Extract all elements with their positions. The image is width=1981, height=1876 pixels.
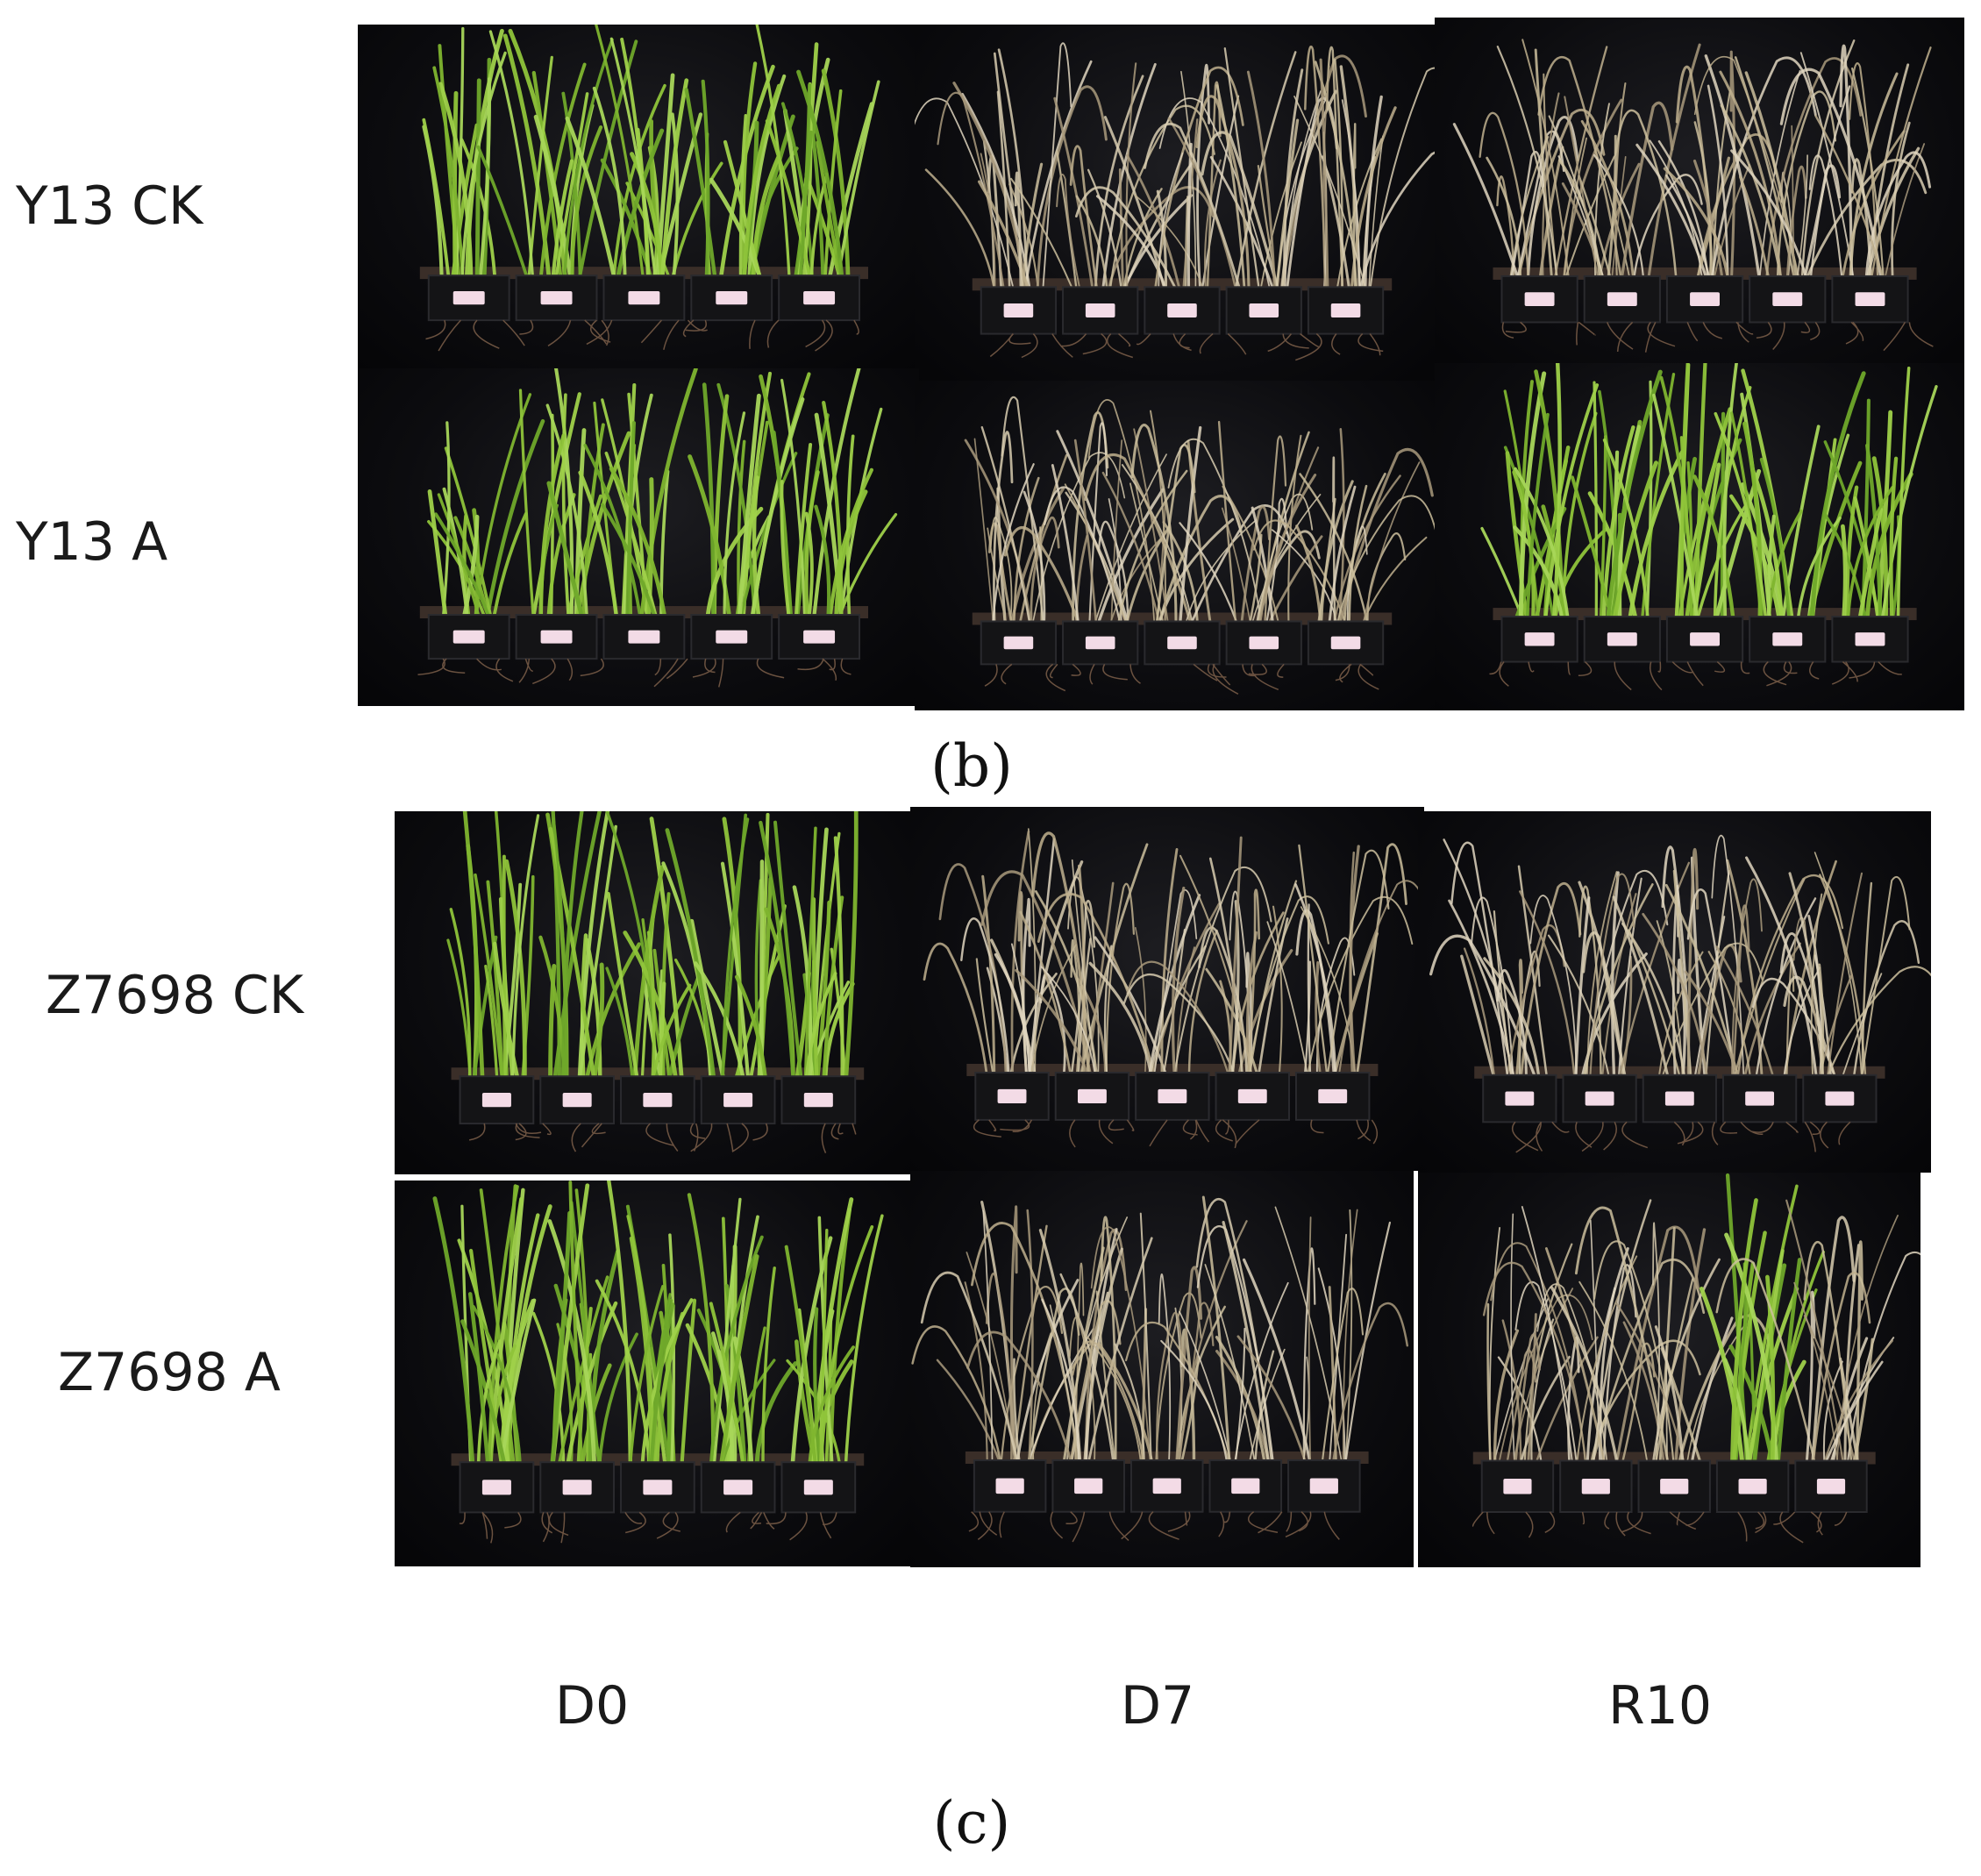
photo-z7698-ck-r10 bbox=[1418, 811, 1931, 1173]
panel-letter-b: (b) bbox=[930, 732, 1013, 800]
column-label-d0: D0 bbox=[554, 1675, 630, 1737]
row-label-z7698-ck: Z7698 CK bbox=[46, 965, 304, 1026]
plant-tray-illustration bbox=[923, 828, 1424, 1149]
plant-tray-illustration bbox=[964, 396, 1437, 695]
panel-letter-c: (c) bbox=[932, 1789, 1011, 1857]
plant-tray-illustration bbox=[1452, 39, 1934, 353]
plant-tray-illustration bbox=[1429, 834, 1931, 1153]
photo-z7698-ck-d0 bbox=[395, 811, 910, 1174]
plant-tray-illustration bbox=[1471, 1173, 1920, 1544]
plant-tray-illustration bbox=[432, 1181, 884, 1544]
photo-y13-a-r10 bbox=[1435, 363, 1964, 710]
photo-z7698-a-d7 bbox=[910, 1171, 1414, 1567]
photo-y13-a-d0 bbox=[358, 368, 919, 706]
row-label-z7698-a: Z7698 A bbox=[58, 1342, 281, 1403]
plant-tray-illustration bbox=[911, 1195, 1409, 1543]
plant-tray-illustration bbox=[419, 25, 880, 352]
photo-y13-ck-d7 bbox=[915, 25, 1439, 384]
row-label-y13-a: Y13 A bbox=[16, 511, 168, 573]
photo-y13-a-d7 bbox=[915, 381, 1439, 710]
column-label-d7: D7 bbox=[1120, 1675, 1195, 1737]
row-label-y13-ck: Y13 CK bbox=[16, 175, 203, 237]
plant-tray-illustration bbox=[1480, 363, 1938, 691]
plant-tray-illustration bbox=[417, 368, 898, 688]
photo-y13-ck-r10 bbox=[1435, 18, 1964, 372]
plant-tray-illustration bbox=[446, 811, 865, 1153]
plant-tray-illustration bbox=[915, 42, 1439, 361]
column-label-r10: R10 bbox=[1607, 1675, 1713, 1737]
photo-z7698-a-r10 bbox=[1418, 1173, 1920, 1567]
photo-z7698-ck-d7 bbox=[910, 807, 1424, 1171]
photo-z7698-a-d0 bbox=[395, 1181, 910, 1566]
photo-y13-ck-d0 bbox=[358, 25, 919, 368]
